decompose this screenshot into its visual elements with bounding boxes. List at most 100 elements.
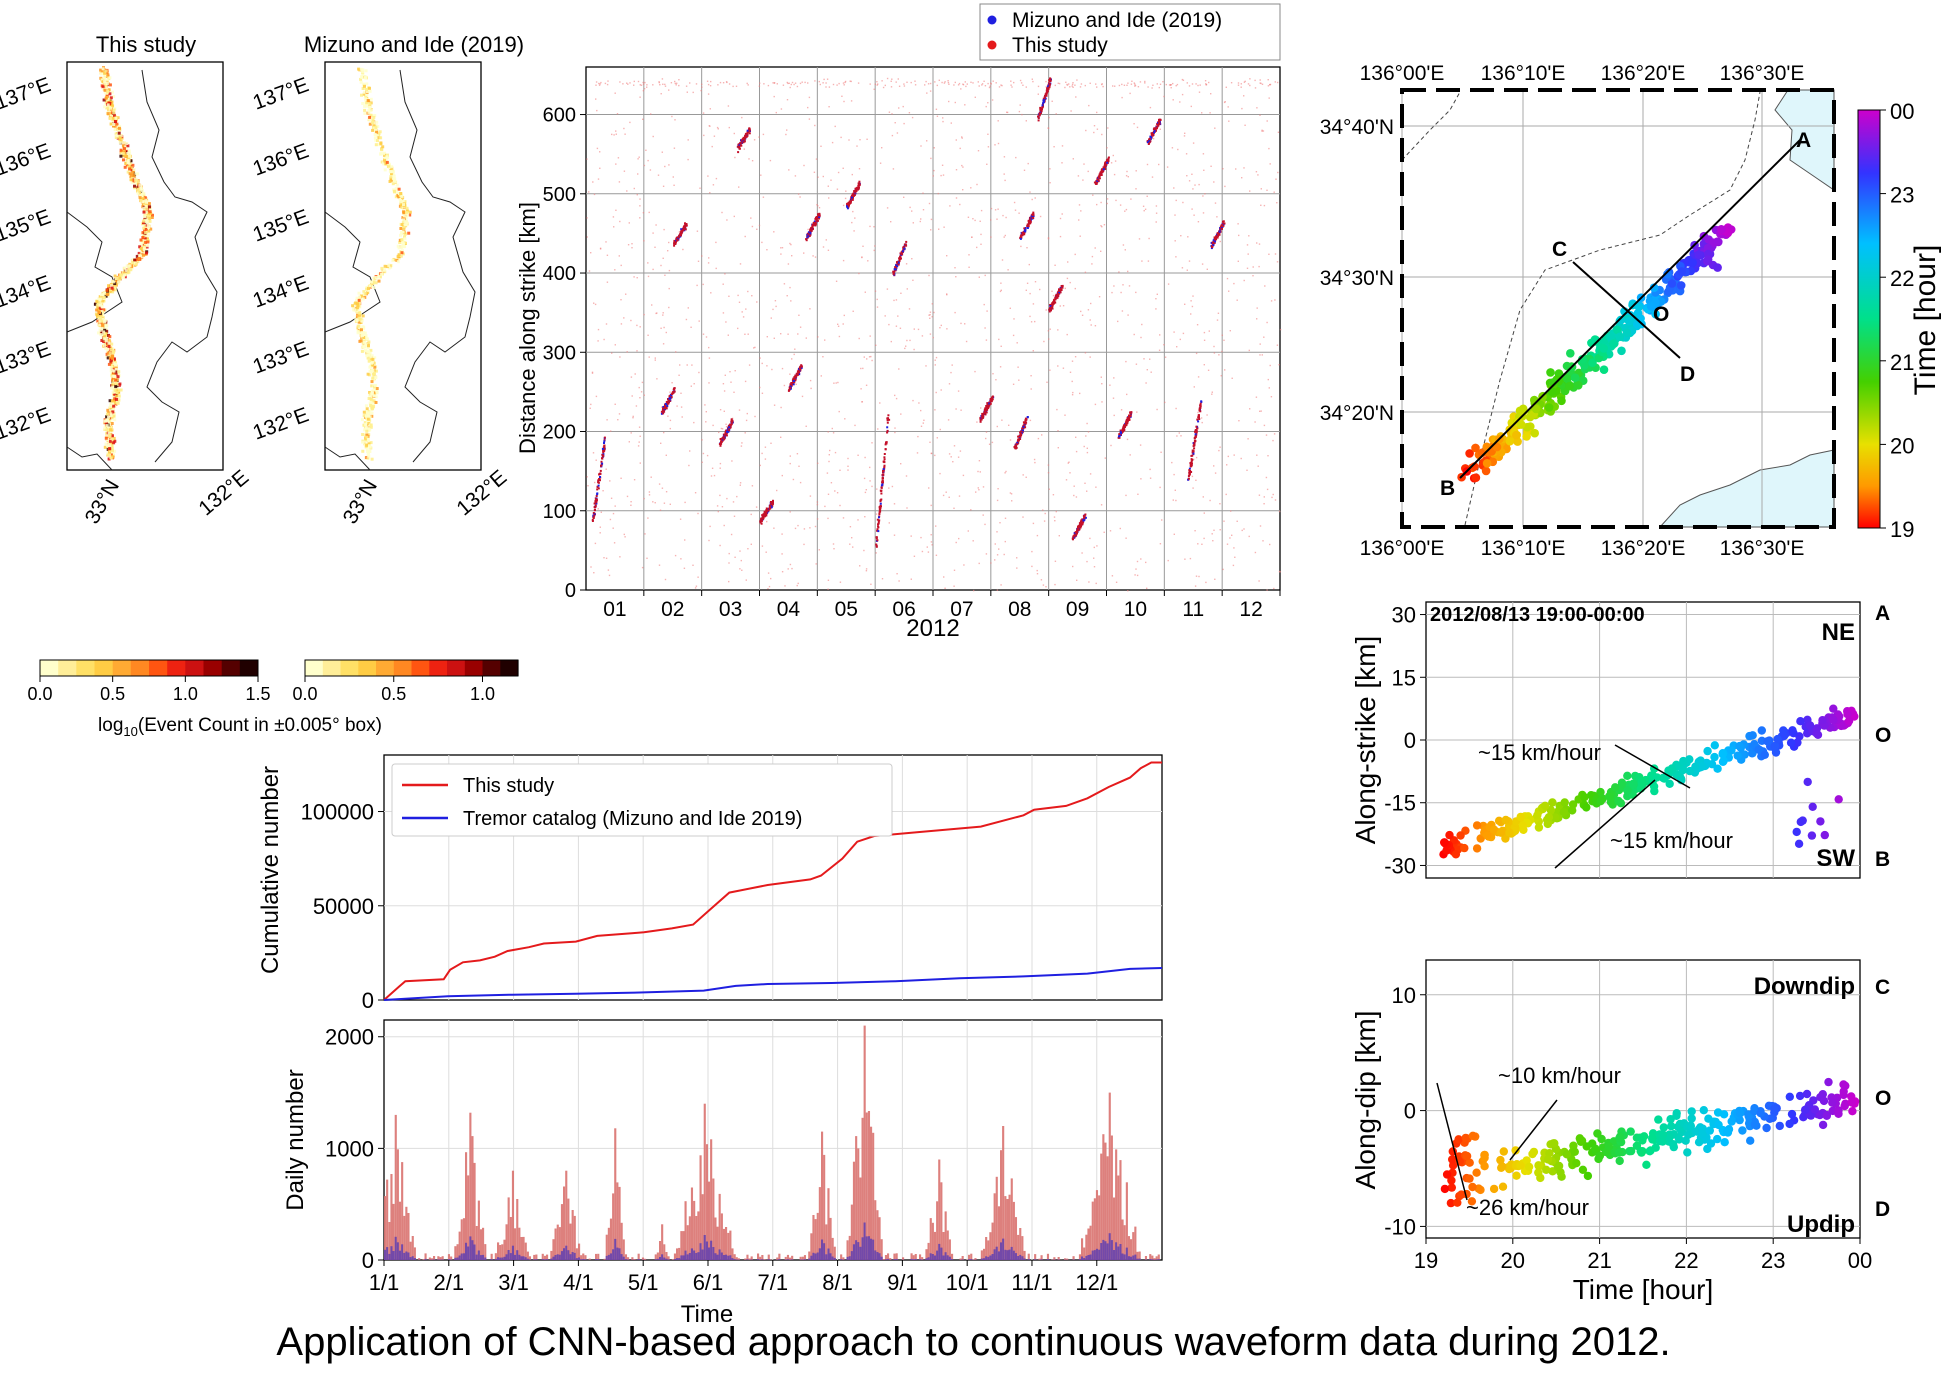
spacetime-background-point <box>831 427 833 430</box>
density-cell <box>124 162 128 165</box>
spacetime-episode-point <box>681 230 683 233</box>
spacetime-background-point <box>770 317 772 319</box>
spacetime-episode-point <box>854 189 857 192</box>
spacetime-background-point <box>781 474 783 477</box>
spacetime-background-point <box>809 495 812 497</box>
spacetime-background-point <box>1071 360 1074 362</box>
spacetime-background-point <box>639 84 641 86</box>
spacetime-background-point <box>751 160 754 162</box>
spacetime-background-point <box>852 546 854 548</box>
density-cell <box>357 291 361 295</box>
density-cell <box>143 208 147 212</box>
density-cell <box>368 444 371 448</box>
spacetime-background-point <box>690 326 692 328</box>
spacetime-background-point <box>670 82 673 84</box>
spacetime-background-point <box>1021 113 1023 116</box>
density-cell <box>380 148 384 152</box>
density-cell <box>375 134 379 138</box>
spacetime-episode-point <box>990 399 993 402</box>
spacetime-episode-point <box>811 226 814 229</box>
density-cell <box>109 360 113 364</box>
spacetime-background-point <box>1142 205 1145 207</box>
spacetime-background-point <box>708 539 710 542</box>
spacetime-background-point <box>1089 473 1092 475</box>
spacetime-background-point <box>890 80 892 82</box>
spacetime-background-point <box>1156 293 1158 295</box>
spacetime-background-point <box>975 491 977 493</box>
density-cell <box>361 73 365 76</box>
density-cell <box>367 426 371 430</box>
density-cell <box>105 434 109 438</box>
density-cell <box>380 272 383 276</box>
spacetime-background-point <box>1152 84 1154 86</box>
density-cell <box>141 231 145 235</box>
spacetime-background-point <box>978 276 980 278</box>
spacetime-episode-point <box>884 448 887 451</box>
spacetime-background-point <box>599 532 601 534</box>
density-cell <box>368 86 371 90</box>
spacetime-background-point <box>732 501 735 503</box>
spacetime-episode-point <box>877 530 880 533</box>
spacetime-background-point <box>1190 313 1192 315</box>
spacetime-background-point <box>871 442 873 444</box>
density-cell <box>362 410 366 414</box>
spacetime-background-point <box>959 147 961 150</box>
spacetime-background-point <box>678 84 680 87</box>
spacetime-background-point <box>865 568 868 570</box>
density-cell <box>367 354 370 358</box>
density-cell <box>111 449 114 453</box>
spacetime-episode-point <box>882 468 885 471</box>
density-cell <box>370 392 374 396</box>
spacetime-background-point <box>655 224 657 226</box>
spacetime-background-point <box>619 81 621 83</box>
spacetime-background-point <box>646 557 648 559</box>
spacetime-background-point <box>797 193 800 195</box>
density-cell <box>370 395 374 399</box>
density-cell <box>150 216 154 219</box>
spacetime-background-point <box>602 490 604 492</box>
density-cell <box>129 173 133 177</box>
spacetime-episode-point <box>857 186 860 189</box>
density-cell <box>389 176 393 180</box>
density-cell <box>128 167 132 171</box>
colorbar-band <box>393 660 413 676</box>
density-cell <box>142 246 146 250</box>
spacetime-background-point <box>1010 493 1013 495</box>
spacetime-background-point <box>1083 163 1085 165</box>
density-xlabel-right-33n: 33°N <box>339 476 382 528</box>
spacetime-background-point <box>1270 396 1273 398</box>
density-cell <box>401 230 405 234</box>
spacetime-background-point <box>1074 84 1076 86</box>
spacetime-background-point <box>1127 82 1129 84</box>
spacetime-background-point <box>697 576 699 578</box>
spacetime-background-point <box>794 82 797 84</box>
spacetime-background-point <box>930 452 933 455</box>
density-cell <box>369 397 373 401</box>
spacetime-background-point <box>994 209 997 211</box>
spacetime-background-point <box>970 187 972 189</box>
density-cell <box>109 404 112 408</box>
spacetime-episode-point <box>800 365 803 368</box>
spacetime-background-point <box>661 487 664 489</box>
spacetime-background-point <box>750 217 752 219</box>
density-cell <box>385 265 389 269</box>
spacetime-episode-point <box>877 522 880 525</box>
density-cell <box>401 249 404 253</box>
spacetime-background-point <box>1083 445 1085 448</box>
density-cell <box>116 401 120 405</box>
spacetime-background-point <box>1002 214 1004 217</box>
density-cell <box>361 449 365 453</box>
spacetime-background-point <box>1037 437 1040 440</box>
spacetime-background-point <box>1054 84 1056 87</box>
spacetime-background-point <box>606 254 609 256</box>
spacetime-background-point <box>905 263 908 265</box>
spacetime-background-point <box>1228 120 1230 122</box>
spacetime-episode-point <box>800 367 803 369</box>
density-cell <box>396 260 400 264</box>
spacetime-background-point <box>946 255 948 257</box>
spacetime-background-point <box>1155 212 1158 214</box>
spacetime-episode-point <box>988 404 991 407</box>
spacetime-background-point <box>1020 82 1023 84</box>
spacetime-background-point <box>660 442 662 444</box>
spacetime-background-point <box>664 83 666 86</box>
